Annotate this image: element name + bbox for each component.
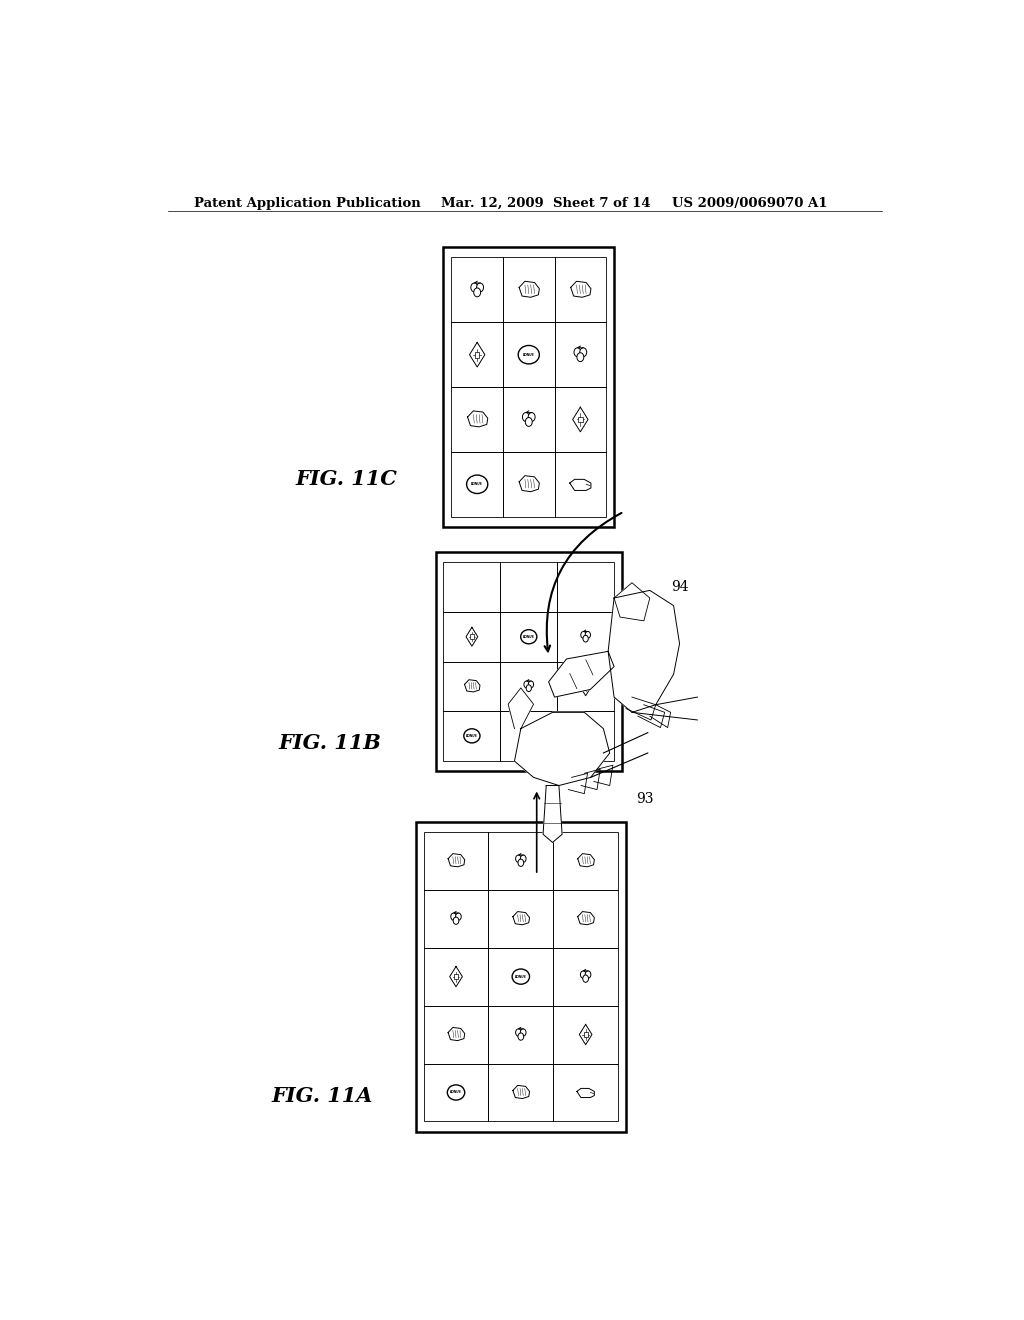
Bar bbox=[475, 351, 479, 358]
Circle shape bbox=[516, 855, 521, 862]
Circle shape bbox=[528, 681, 534, 688]
Circle shape bbox=[471, 282, 478, 292]
Polygon shape bbox=[519, 281, 540, 297]
Circle shape bbox=[474, 288, 480, 297]
Polygon shape bbox=[543, 785, 562, 842]
Circle shape bbox=[528, 413, 536, 421]
Polygon shape bbox=[449, 1027, 465, 1040]
Text: Patent Application Publication: Patent Application Publication bbox=[194, 197, 421, 210]
Text: BONUS: BONUS bbox=[466, 734, 478, 738]
Circle shape bbox=[580, 347, 587, 356]
Polygon shape bbox=[508, 688, 534, 729]
Circle shape bbox=[518, 1034, 523, 1040]
Text: BONUS: BONUS bbox=[515, 974, 526, 978]
Polygon shape bbox=[519, 475, 540, 491]
Bar bbox=[443, 562, 614, 760]
Circle shape bbox=[585, 972, 591, 978]
Text: BONUS: BONUS bbox=[523, 635, 535, 639]
Text: FIG. 11A: FIG. 11A bbox=[271, 1085, 373, 1106]
Polygon shape bbox=[514, 713, 609, 785]
Ellipse shape bbox=[467, 475, 487, 494]
Circle shape bbox=[516, 1028, 521, 1036]
Bar bbox=[454, 974, 458, 979]
Ellipse shape bbox=[512, 969, 529, 985]
Circle shape bbox=[525, 417, 532, 426]
Circle shape bbox=[451, 913, 457, 920]
Circle shape bbox=[581, 972, 586, 978]
Circle shape bbox=[454, 917, 459, 924]
Ellipse shape bbox=[464, 729, 480, 743]
Circle shape bbox=[526, 685, 531, 692]
Bar bbox=[443, 247, 614, 527]
Ellipse shape bbox=[518, 346, 540, 364]
Text: US 2009/0069070 A1: US 2009/0069070 A1 bbox=[672, 197, 827, 210]
Ellipse shape bbox=[447, 1085, 465, 1100]
Circle shape bbox=[520, 855, 526, 862]
Polygon shape bbox=[578, 854, 594, 867]
Polygon shape bbox=[513, 912, 529, 925]
Text: BONUS: BONUS bbox=[451, 1090, 462, 1094]
Ellipse shape bbox=[520, 630, 537, 644]
Text: 93: 93 bbox=[636, 792, 653, 805]
Circle shape bbox=[583, 635, 589, 642]
Bar bbox=[424, 832, 618, 1122]
Circle shape bbox=[585, 631, 591, 639]
Polygon shape bbox=[549, 651, 614, 697]
Bar bbox=[584, 1032, 588, 1038]
Polygon shape bbox=[468, 411, 487, 426]
Bar bbox=[470, 635, 474, 639]
Circle shape bbox=[456, 913, 461, 920]
Polygon shape bbox=[608, 590, 680, 713]
Bar bbox=[416, 821, 626, 1131]
Bar bbox=[578, 417, 583, 422]
Polygon shape bbox=[513, 1085, 529, 1098]
Polygon shape bbox=[521, 729, 537, 742]
Circle shape bbox=[581, 631, 586, 639]
Circle shape bbox=[476, 282, 483, 292]
Circle shape bbox=[520, 1028, 526, 1036]
Text: BONUS: BONUS bbox=[471, 482, 483, 486]
Bar bbox=[452, 257, 606, 516]
Circle shape bbox=[522, 413, 529, 421]
Text: 94: 94 bbox=[672, 581, 689, 594]
Bar bbox=[584, 684, 588, 689]
Circle shape bbox=[518, 859, 523, 866]
Text: FIG. 11B: FIG. 11B bbox=[279, 733, 382, 752]
Polygon shape bbox=[578, 912, 594, 925]
Text: BONUS: BONUS bbox=[523, 352, 535, 356]
Polygon shape bbox=[570, 281, 591, 297]
Circle shape bbox=[524, 681, 529, 688]
Polygon shape bbox=[614, 582, 650, 620]
Circle shape bbox=[577, 352, 584, 362]
Text: Mar. 12, 2009  Sheet 7 of 14: Mar. 12, 2009 Sheet 7 of 14 bbox=[441, 197, 651, 210]
Bar bbox=[435, 552, 622, 771]
Text: FIG. 11C: FIG. 11C bbox=[295, 469, 397, 488]
Polygon shape bbox=[449, 854, 465, 867]
Circle shape bbox=[583, 975, 589, 982]
Circle shape bbox=[574, 347, 581, 356]
Polygon shape bbox=[465, 680, 480, 692]
